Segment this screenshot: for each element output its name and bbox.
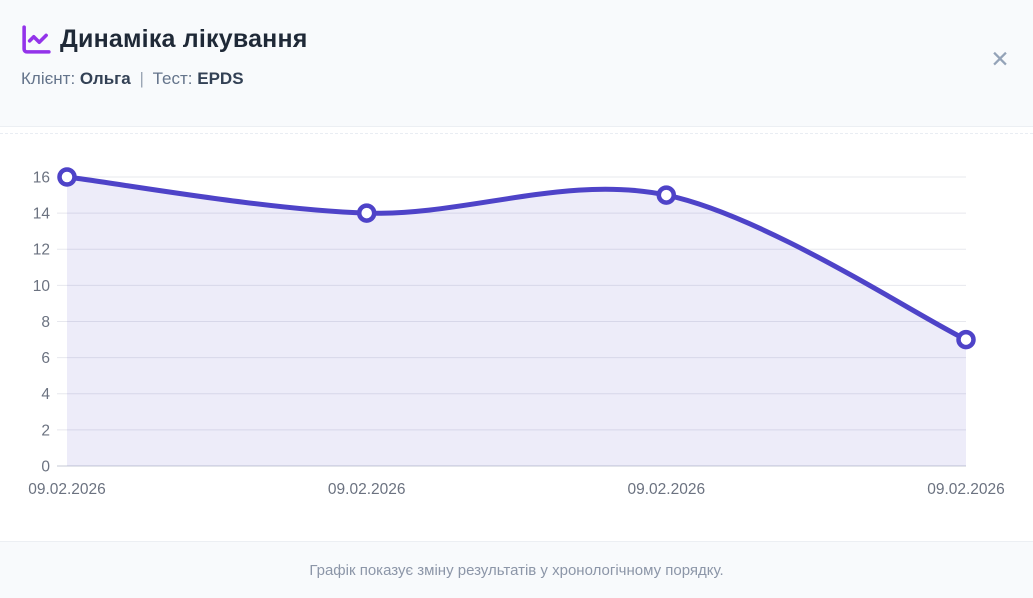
- chart-point[interactable]: [356, 203, 377, 223]
- footer-caption: Графік показує зміну результатів у хроно…: [309, 561, 724, 579]
- test-label: Тест:: [152, 69, 193, 88]
- test-name: EPDS: [197, 69, 244, 88]
- client-label: Клієнт:: [21, 69, 76, 88]
- x-tick-label: 09.02.2026: [28, 481, 106, 498]
- y-tick-label: 6: [41, 350, 50, 367]
- y-tick-label: 2: [41, 422, 50, 439]
- y-tick-label: 8: [41, 314, 50, 331]
- chart-section: 0 2 4 6 8 10 12 14 16 09.02.2026 09.02.2026 09.02.2…: [0, 128, 1033, 541]
- subtitle-separator: |: [139, 69, 144, 88]
- dialog-title: Динаміка лікування: [60, 25, 308, 53]
- chart-point[interactable]: [57, 167, 77, 187]
- x-tick-label: 09.02.2026: [927, 481, 1005, 498]
- y-tick-label: 4: [41, 386, 50, 403]
- x-tick-label: 09.02.2026: [328, 481, 406, 498]
- dialog-subtitle: Клієнт: Ольга | Тест: EPDS: [21, 69, 244, 89]
- x-tick-label: 09.02.2026: [628, 481, 706, 498]
- y-tick-label: 16: [33, 169, 50, 186]
- close-icon: ✕: [990, 46, 1010, 72]
- chart-point[interactable]: [656, 185, 677, 205]
- dialog-footer: Графік показує зміну результатів у хроно…: [0, 541, 1033, 598]
- treatment-dynamics-chart: 0 2 4 6 8 10 12 14 16 09.02.2026 09.02.2026 09.02.2…: [28, 167, 1005, 498]
- y-tick-label: 0: [41, 458, 50, 475]
- y-tick-label: 10: [33, 278, 51, 295]
- chart-area-fill: [67, 177, 966, 466]
- y-tick-label: 14: [33, 206, 51, 223]
- dialog-header: Динаміка лікування Клієнт: Ольга | Тест:…: [0, 0, 1033, 127]
- chart-point[interactable]: [956, 329, 976, 350]
- client-name: Ольга: [79, 69, 131, 88]
- close-button[interactable]: ✕: [983, 42, 1017, 76]
- y-tick-label: 12: [33, 242, 50, 259]
- chart-line: [64, 174, 969, 343]
- chart-line-icon: [20, 23, 53, 56]
